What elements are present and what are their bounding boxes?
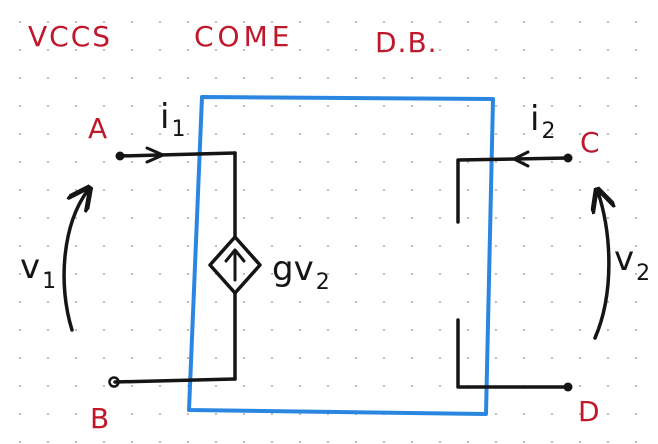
terminal-label-b: B — [90, 402, 109, 435]
voltage-arrow-v1 — [62, 190, 88, 332]
source-direction-arrow-icon — [224, 248, 246, 282]
voltage-arrow-v2 — [595, 192, 609, 340]
voltage-label-v1: v1 — [20, 247, 56, 294]
terminal-label-c: C — [580, 126, 600, 159]
wire-d-open — [456, 318, 570, 389]
source-value-label: gv2 — [272, 249, 330, 295]
current-arrow-i1 — [145, 146, 165, 164]
title-come: COME — [194, 20, 293, 53]
terminal-label-d: D — [578, 395, 600, 428]
black-box-outline — [187, 95, 495, 416]
current-label-i1: i1 — [160, 97, 185, 142]
terminal-label-a: A — [88, 112, 107, 145]
wire-c-open — [456, 156, 570, 224]
wire-b-bottom — [113, 377, 237, 384]
current-arrow-i2 — [512, 150, 530, 168]
current-label-i2: i2 — [530, 99, 555, 144]
terminal-b-node — [108, 376, 120, 388]
title-vccs: VCCS — [28, 20, 112, 53]
wire-a-top — [118, 151, 237, 158]
voltage-label-v2: v2 — [614, 239, 650, 286]
title-db: D.B. — [375, 26, 438, 59]
